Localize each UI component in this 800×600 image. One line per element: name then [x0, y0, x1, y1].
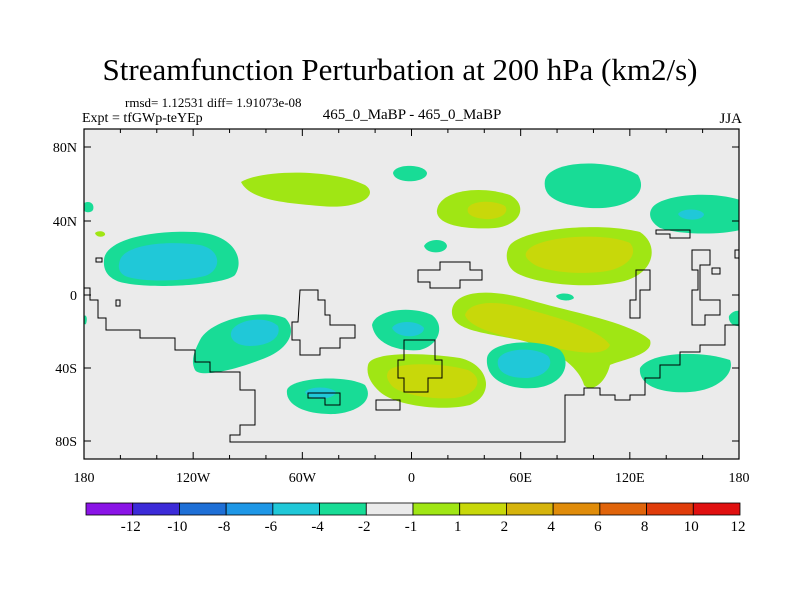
colorbar-label: 10 [684, 519, 699, 535]
lat-tick-label: 80N [53, 141, 77, 156]
lon-tick-label: 0 [408, 471, 415, 486]
colorbar-label: 6 [594, 519, 602, 535]
colorbar-swatch [599, 502, 647, 516]
lon-tick-label: 120E [615, 471, 645, 486]
contour-negative-n-pacific-inner [118, 243, 218, 281]
lon-tick-label: 180 [74, 471, 95, 486]
lon-tick-label: 60E [509, 471, 532, 486]
chart-title: Streamfunction Perturbation at 200 hPa (… [102, 52, 698, 87]
lat-tick-label: 0 [70, 289, 77, 304]
contour-positive-s-africa-inner [387, 364, 478, 399]
colorbar-swatch [272, 502, 320, 516]
colorbar-label: 12 [731, 519, 746, 535]
contour-negative-australia [639, 353, 731, 393]
colorbar-label: -2 [358, 519, 371, 535]
colorbar-swatch [412, 502, 461, 516]
lat-tick-label: 40N [53, 215, 77, 230]
colorbar-swatch [692, 502, 741, 516]
colorbar-swatch [85, 502, 134, 516]
colorbar-label: -8 [218, 519, 231, 535]
colorbar-label: 1 [454, 519, 462, 535]
contour-negative-s-atlantic-n-inner [392, 322, 424, 337]
stats-text: rmsd= 1.12531 diff= 1.91073e-08 [125, 95, 302, 110]
contour-negative-s-indian-inner [497, 349, 551, 378]
lon-tick-label: 180 [729, 471, 750, 486]
contour-positive-asia-inner [525, 236, 634, 273]
contour-small-w2 [95, 231, 106, 237]
contour-negative-n-pacific-east-inner [678, 209, 704, 220]
colorbar-label: 2 [501, 519, 509, 535]
coastlines [84, 229, 739, 443]
colorbar-label: -6 [265, 519, 278, 535]
colorbar-swatch [132, 502, 180, 516]
colorbar-label: 4 [547, 519, 555, 535]
contour-negative-s-pacific-inner [230, 319, 279, 346]
contour-negative-w-edge [84, 315, 87, 325]
axis-ticks: 80N 40N 0 40S 80S 180 120W 60W 0 60E 120E 180 [53, 129, 750, 486]
colorbar-swatch [225, 502, 274, 516]
colorbar-swatch [319, 502, 367, 516]
contour-positive-ne-asia [544, 163, 642, 209]
colorbar-swatch [506, 502, 554, 516]
colorbar-swatch [365, 502, 414, 516]
lat-tick-label: 80S [55, 435, 77, 450]
colorbar-label: -10 [167, 519, 187, 535]
contour-positive-n-atlantic [393, 165, 427, 182]
contour-negative-n-africa [424, 240, 447, 253]
contour-positive-indian-ocean-inner [465, 303, 610, 353]
experiment-label: Expt = tfGWp-teYEp [82, 111, 203, 126]
colorbar-label: -1 [405, 519, 418, 535]
colorbar-swatch [646, 502, 694, 516]
colorbar-label: 8 [641, 519, 649, 535]
contour-small-w [84, 201, 94, 213]
lon-tick-label: 60W [289, 471, 317, 486]
contour-positive-europe-inner [467, 201, 507, 220]
lon-tick-label: 120W [176, 471, 211, 486]
colorbar-label: -4 [311, 519, 324, 535]
colorbar: -12 -10 -8 -6 -4 -2 -1 1 2 4 6 8 10 12 [85, 502, 746, 535]
colorbar-label: -12 [121, 519, 141, 535]
contour-negative-e-pacific [728, 310, 739, 327]
colorbar-swatch [459, 502, 507, 516]
colorbar-swatch [552, 502, 601, 516]
season-label: JJA [719, 111, 742, 127]
contour-negative-small-india [556, 293, 574, 301]
colorbar-swatch [179, 502, 227, 516]
lat-tick-label: 40S [55, 362, 77, 377]
contour-positive-n-america [241, 172, 370, 207]
center-label: 465_0_MaBP - 465_0_MaBP [322, 107, 502, 123]
